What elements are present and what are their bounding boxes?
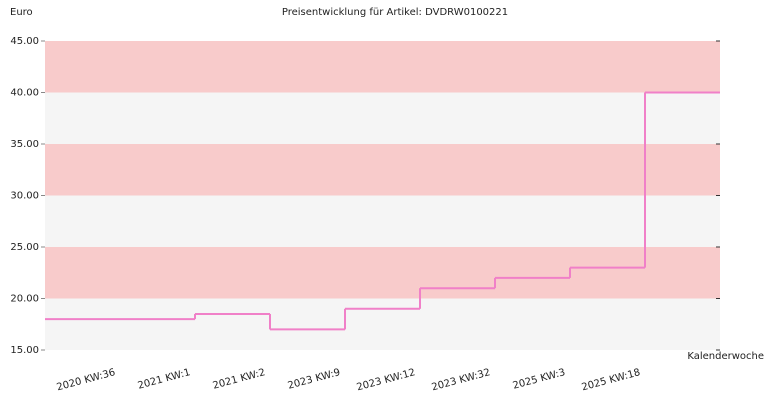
x-tick-label: 2021 KW:2 bbox=[212, 367, 267, 392]
x-tick-label: 2025 KW:3 bbox=[512, 367, 567, 392]
y-tick-label: 25.00 bbox=[10, 242, 39, 253]
band bbox=[45, 247, 720, 299]
y-tick-label: 30.00 bbox=[10, 191, 39, 202]
band bbox=[45, 41, 720, 93]
y-tick-label: 40.00 bbox=[10, 88, 39, 99]
chart-title: Preisentwicklung für Artikel: DVDRW01002… bbox=[282, 7, 508, 18]
band bbox=[45, 298, 720, 350]
x-tick-label: 2023 KW:9 bbox=[287, 367, 342, 392]
x-tick-label: 2023 KW:12 bbox=[356, 367, 417, 393]
x-tick-label: 2025 KW:18 bbox=[581, 367, 642, 393]
x-tick-label: 2020 KW:36 bbox=[56, 367, 117, 393]
y-axis-label: Euro bbox=[10, 7, 33, 18]
y-tick-label: 35.00 bbox=[10, 139, 39, 150]
x-tick-label: 2023 KW:32 bbox=[431, 367, 492, 393]
band bbox=[45, 92, 720, 144]
bands bbox=[45, 41, 720, 350]
band bbox=[45, 144, 720, 196]
y-tick-label: 45.00 bbox=[10, 36, 39, 47]
x-tick-label: 2021 KW:1 bbox=[137, 367, 192, 392]
x-axis-label: Kalenderwoche bbox=[687, 351, 764, 362]
y-tick-label: 20.00 bbox=[10, 294, 39, 305]
y-tick-label: 15.00 bbox=[10, 345, 39, 356]
band bbox=[45, 195, 720, 247]
